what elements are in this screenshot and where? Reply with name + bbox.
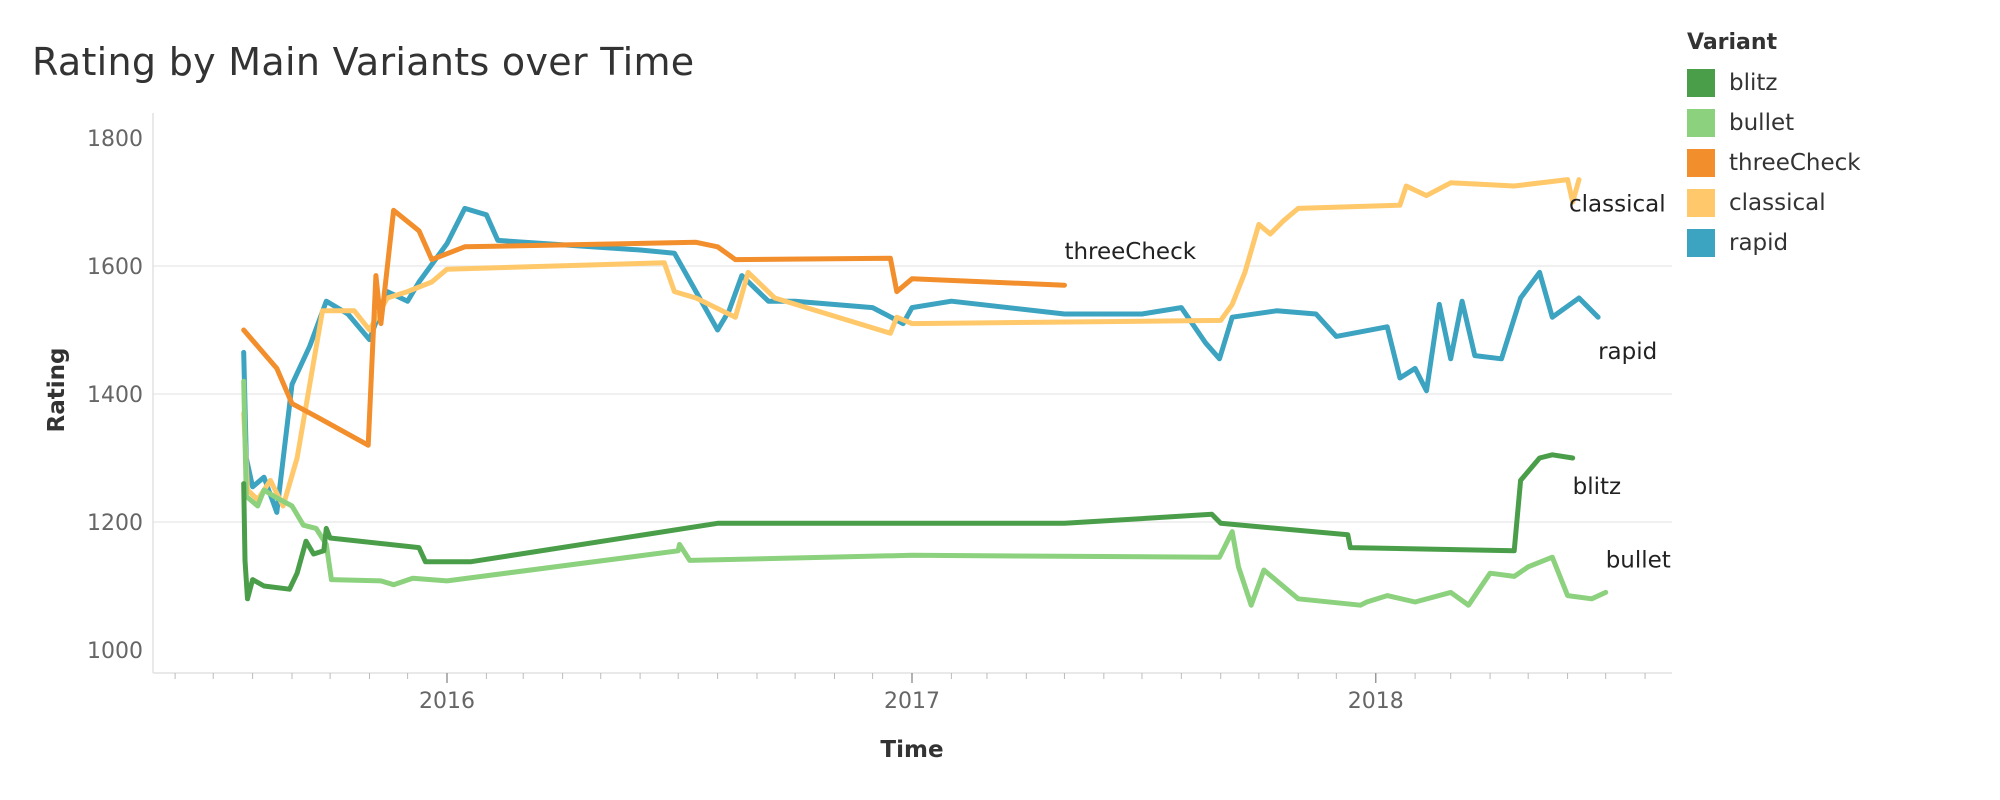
legend-label: rapid	[1729, 230, 1789, 256]
legend-title: Variant	[1687, 30, 1778, 55]
y-tick-label: 1400	[87, 383, 143, 408]
legend-label: classical	[1729, 190, 1826, 216]
legend-label: bullet	[1729, 110, 1795, 136]
x-tick-label: 2018	[1348, 689, 1404, 714]
series-line-bullet	[241, 378, 1609, 608]
legend-label: blitz	[1729, 70, 1778, 96]
legend-item-classical[interactable]: classical	[1687, 183, 1861, 223]
x-tick-label: 2017	[884, 689, 940, 714]
legend-swatch	[1687, 189, 1715, 217]
legend-swatch	[1687, 109, 1715, 137]
legend: Variant blitz bullet threeCheck classical ra…	[1687, 30, 1861, 263]
x-tick-label: 2016	[419, 689, 475, 714]
end-label-threeCheck: threeCheck	[1064, 239, 1196, 265]
series-line-classical	[241, 177, 1582, 509]
end-label-bullet: bullet	[1606, 547, 1671, 573]
legend-swatch	[1687, 69, 1715, 97]
legend-items: blitz bullet threeCheck classical rapid	[1687, 63, 1861, 263]
end-label-blitz: blitz	[1573, 474, 1621, 500]
legend-swatch	[1687, 229, 1715, 257]
y-tick-label: 1000	[87, 639, 143, 664]
x-axis-title: Time	[880, 737, 943, 763]
legend-swatch	[1687, 149, 1715, 177]
y-axis-title: Rating	[44, 348, 70, 433]
legend-item-rapid[interactable]: rapid	[1687, 223, 1861, 263]
y-tick-label: 1200	[87, 511, 143, 536]
y-tick-label: 1600	[87, 255, 143, 280]
series-line-threeCheck	[241, 207, 1067, 448]
series-line-rapid	[241, 205, 1601, 515]
legend-item-threeCheck[interactable]: threeCheck	[1687, 143, 1861, 183]
legend-item-blitz[interactable]: blitz	[1687, 63, 1861, 103]
legend-item-bullet[interactable]: bullet	[1687, 103, 1861, 143]
series-line-blitz	[241, 452, 1576, 602]
end-label-rapid: rapid	[1598, 339, 1657, 365]
legend-label: threeCheck	[1729, 150, 1861, 176]
chart-title: Rating by Main Variants over Time	[32, 40, 695, 84]
end-label-classical: classical	[1569, 192, 1666, 218]
y-tick-label: 1800	[87, 127, 143, 152]
